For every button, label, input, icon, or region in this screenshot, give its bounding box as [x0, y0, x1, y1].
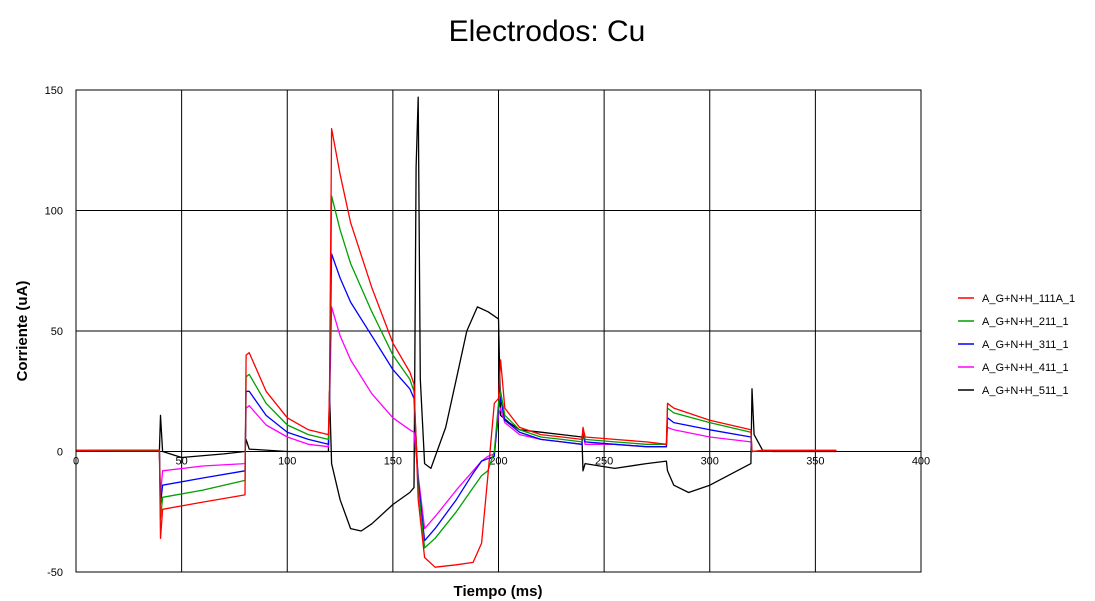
series-line-3 — [76, 253, 837, 542]
legend-item-label: A_G+N+H_511_1 — [982, 385, 1069, 397]
x-tick-label: 200 — [489, 456, 507, 468]
x-axis-label: Tiempo (ms) — [454, 583, 543, 600]
x-tick-label: 150 — [384, 456, 402, 468]
x-tick-label: 300 — [701, 456, 719, 468]
y-tick-label: 0 — [57, 447, 63, 459]
plot-frame — [75, 89, 922, 573]
legend-item-label: A_G+N+H_211_1 — [982, 316, 1069, 328]
legend-item-label: A_G+N+H_411_1 — [982, 362, 1069, 374]
series-line-1 — [75, 127, 837, 568]
y-tick-label: 100 — [45, 206, 63, 218]
x-tick-label: 350 — [806, 456, 824, 468]
y-tick-label: 50 — [51, 326, 63, 338]
x-tick-label: 100 — [278, 456, 296, 468]
legend-item-label: A_G+N+H_311_1 — [982, 339, 1069, 351]
series-lines — [75, 96, 837, 568]
y-axis-label: Corriente (uA) — [14, 281, 31, 382]
series-line-2 — [75, 195, 837, 549]
series-line-5 — [75, 96, 837, 532]
legend: A_G+N+H_111A_1 A_G+N+H_211_1 A_G+N+H_311_1… — [958, 293, 1075, 397]
y-tick-label: -50 — [47, 567, 63, 579]
legend-item-label: A_G+N+H_111A_1 — [982, 293, 1075, 305]
y-tick-label: 150 — [45, 85, 63, 97]
x-tick-label: 50 — [176, 456, 188, 468]
x-tick-label: 250 — [595, 456, 613, 468]
chart-title: Electrodos: Cu — [449, 15, 646, 48]
